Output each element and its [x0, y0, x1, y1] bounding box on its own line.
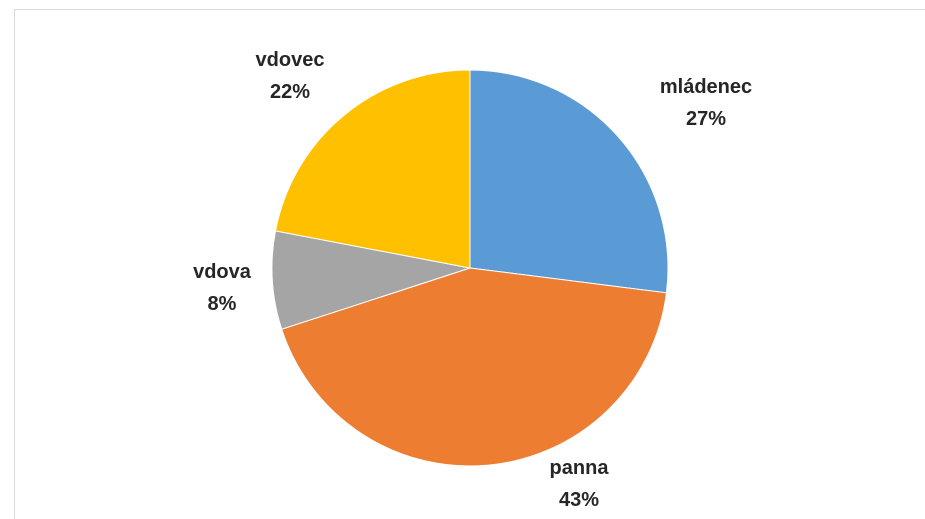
slice-label-3: vdovec 22% [256, 49, 325, 103]
slice-label-1: panna 43% [550, 457, 610, 511]
slice-label-2: vdova 8% [193, 261, 252, 315]
pie-slice-1 [281, 267, 667, 467]
chart-border-left [14, 9, 15, 519]
pie-slices [271, 69, 669, 467]
pie-slice-3 [274, 69, 471, 269]
pie-slice-0 [469, 69, 669, 294]
pie-slice-2 [271, 230, 471, 330]
slice-percent-label: 22% [270, 81, 310, 103]
slice-label-0: mládenec 27% [660, 76, 752, 130]
slice-name-label: panna [550, 457, 610, 479]
chart-border-top [14, 9, 925, 10]
slice-percent-label: 27% [686, 108, 726, 130]
slice-percent-label: 43% [559, 489, 599, 511]
pie-labels: mládenec 27% panna 43% vdova 8% vdovec 22% [193, 49, 752, 511]
slice-name-label: mládenec [660, 76, 752, 98]
slice-name-label: vdovec [256, 49, 325, 71]
slice-name-label: vdova [193, 261, 252, 283]
slice-percent-label: 8% [208, 293, 237, 315]
